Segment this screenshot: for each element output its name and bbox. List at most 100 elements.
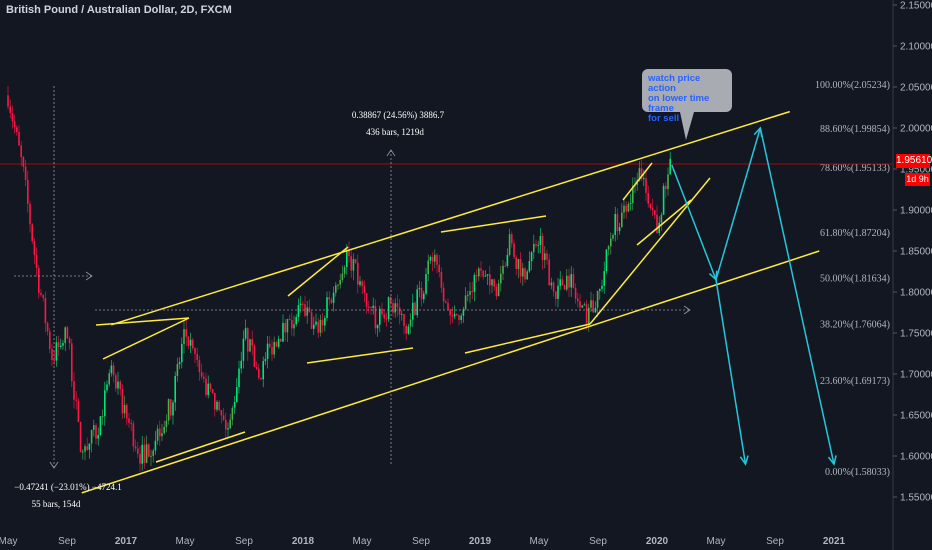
candle-body [46, 323, 49, 332]
y-axis-tick-label: 1.70000 [900, 370, 932, 381]
candle-body [66, 327, 69, 339]
trendline-segment[interactable] [464, 323, 591, 354]
candle-body [40, 292, 42, 295]
candle-body [152, 450, 154, 456]
candle-body [229, 419, 231, 429]
trendline-segment[interactable] [622, 162, 653, 201]
trendline-segment[interactable] [102, 317, 190, 360]
candle-body [60, 345, 62, 347]
candle-body [475, 274, 478, 277]
candle-body [405, 325, 407, 334]
candle-body [409, 319, 412, 327]
candle-body [29, 203, 31, 225]
candle-body [478, 268, 480, 277]
candle-body [495, 286, 498, 297]
candle-body [249, 339, 251, 352]
candle-body [218, 401, 220, 411]
trendline-segment[interactable] [95, 317, 190, 326]
trendline-segment[interactable] [155, 431, 246, 463]
trendline-segment[interactable] [440, 215, 547, 233]
candle-body [539, 235, 542, 245]
candle-body [137, 448, 139, 454]
projection-alt-path[interactable] [715, 279, 747, 465]
candle-body [335, 285, 337, 293]
trendline-channel-top[interactable] [111, 110, 790, 326]
fibonacci-retracement[interactable]: 100.00%(2.05234) 88.60%(1.99854) 78.60%(1.… [0, 80, 893, 478]
measure-arrow-head [386, 149, 396, 157]
candle-body [211, 389, 214, 393]
candle-body [508, 234, 511, 255]
candle-body [489, 274, 491, 286]
measure-tools[interactable]: 0.38867 (24.56%) 3886.7 436 bars, 1219d −0… [14, 86, 694, 509]
trendline-segment[interactable] [306, 347, 414, 364]
candle-body [306, 307, 308, 316]
candle-body [447, 302, 449, 310]
trendline-channel-bottom[interactable] [81, 250, 820, 494]
projection-path[interactable] [671, 127, 835, 465]
candle-body [247, 328, 249, 352]
candle-body [170, 399, 172, 416]
candle-body [592, 300, 594, 313]
candle-body [185, 329, 187, 337]
candle-body [515, 257, 517, 270]
candle-body [284, 322, 286, 333]
candle-body [563, 285, 566, 290]
candle-body [416, 289, 418, 316]
candle-body [227, 428, 229, 430]
candle-body [374, 305, 377, 329]
candle-body [506, 254, 509, 266]
candle-body [561, 279, 564, 286]
candle-body [581, 305, 583, 308]
candle-body [627, 204, 630, 212]
candle-body [555, 291, 557, 299]
candle-body [651, 208, 654, 211]
x-axis-tick-label: May [707, 536, 726, 547]
candle-body [511, 234, 513, 244]
trendline-segment[interactable] [287, 246, 349, 297]
fib-level-label: 23.60%(1.69173) [820, 376, 890, 387]
trendline-segment[interactable] [636, 199, 692, 246]
fib-level-label: 0.00%(1.58033) [825, 467, 890, 478]
candle-body [106, 384, 108, 391]
candle-body [128, 418, 130, 423]
x-axis-tick-label: 2020 [646, 536, 669, 547]
candle-body [315, 321, 317, 325]
candle-body [570, 274, 572, 288]
candle-body [623, 205, 625, 213]
candle-body [350, 256, 352, 271]
candle-body [176, 364, 179, 376]
candle-body [541, 235, 544, 261]
x-axis-tick-label: Sep [412, 536, 430, 547]
projection-arrows[interactable] [671, 126, 837, 466]
candle-body [231, 407, 234, 420]
x-axis-tick-label: 2021 [823, 536, 846, 547]
y-axis-tick-label: 1.95000 [900, 165, 932, 176]
candle-body [82, 451, 84, 453]
candle-body [189, 339, 192, 346]
annotation-callout[interactable]: watch price action on lower time frame f… [642, 69, 732, 124]
candle-body [431, 256, 434, 262]
candle-body [629, 203, 632, 205]
candle-body [451, 315, 454, 317]
candle-body [460, 315, 462, 321]
measure-up-value: 0.38867 (24.56%) 3886.7 [352, 110, 445, 120]
candle-body [482, 270, 484, 277]
trendlines[interactable] [81, 110, 820, 494]
candle-body [156, 428, 159, 441]
candle-body [491, 279, 493, 286]
candle-body [143, 444, 146, 463]
candle-body [297, 305, 300, 317]
candle-body [319, 319, 322, 333]
trendline-segment[interactable] [589, 177, 711, 325]
candle-body [163, 426, 165, 434]
y-axis-tick-label: 1.90000 [900, 206, 932, 217]
candle-body [53, 360, 55, 362]
candle-body [632, 185, 634, 204]
candle-body [126, 404, 128, 419]
candle-body [552, 282, 555, 292]
candle-body [104, 390, 106, 417]
measure-arrow-head [683, 305, 691, 315]
candle-body [557, 285, 559, 299]
candle-body [337, 284, 339, 286]
